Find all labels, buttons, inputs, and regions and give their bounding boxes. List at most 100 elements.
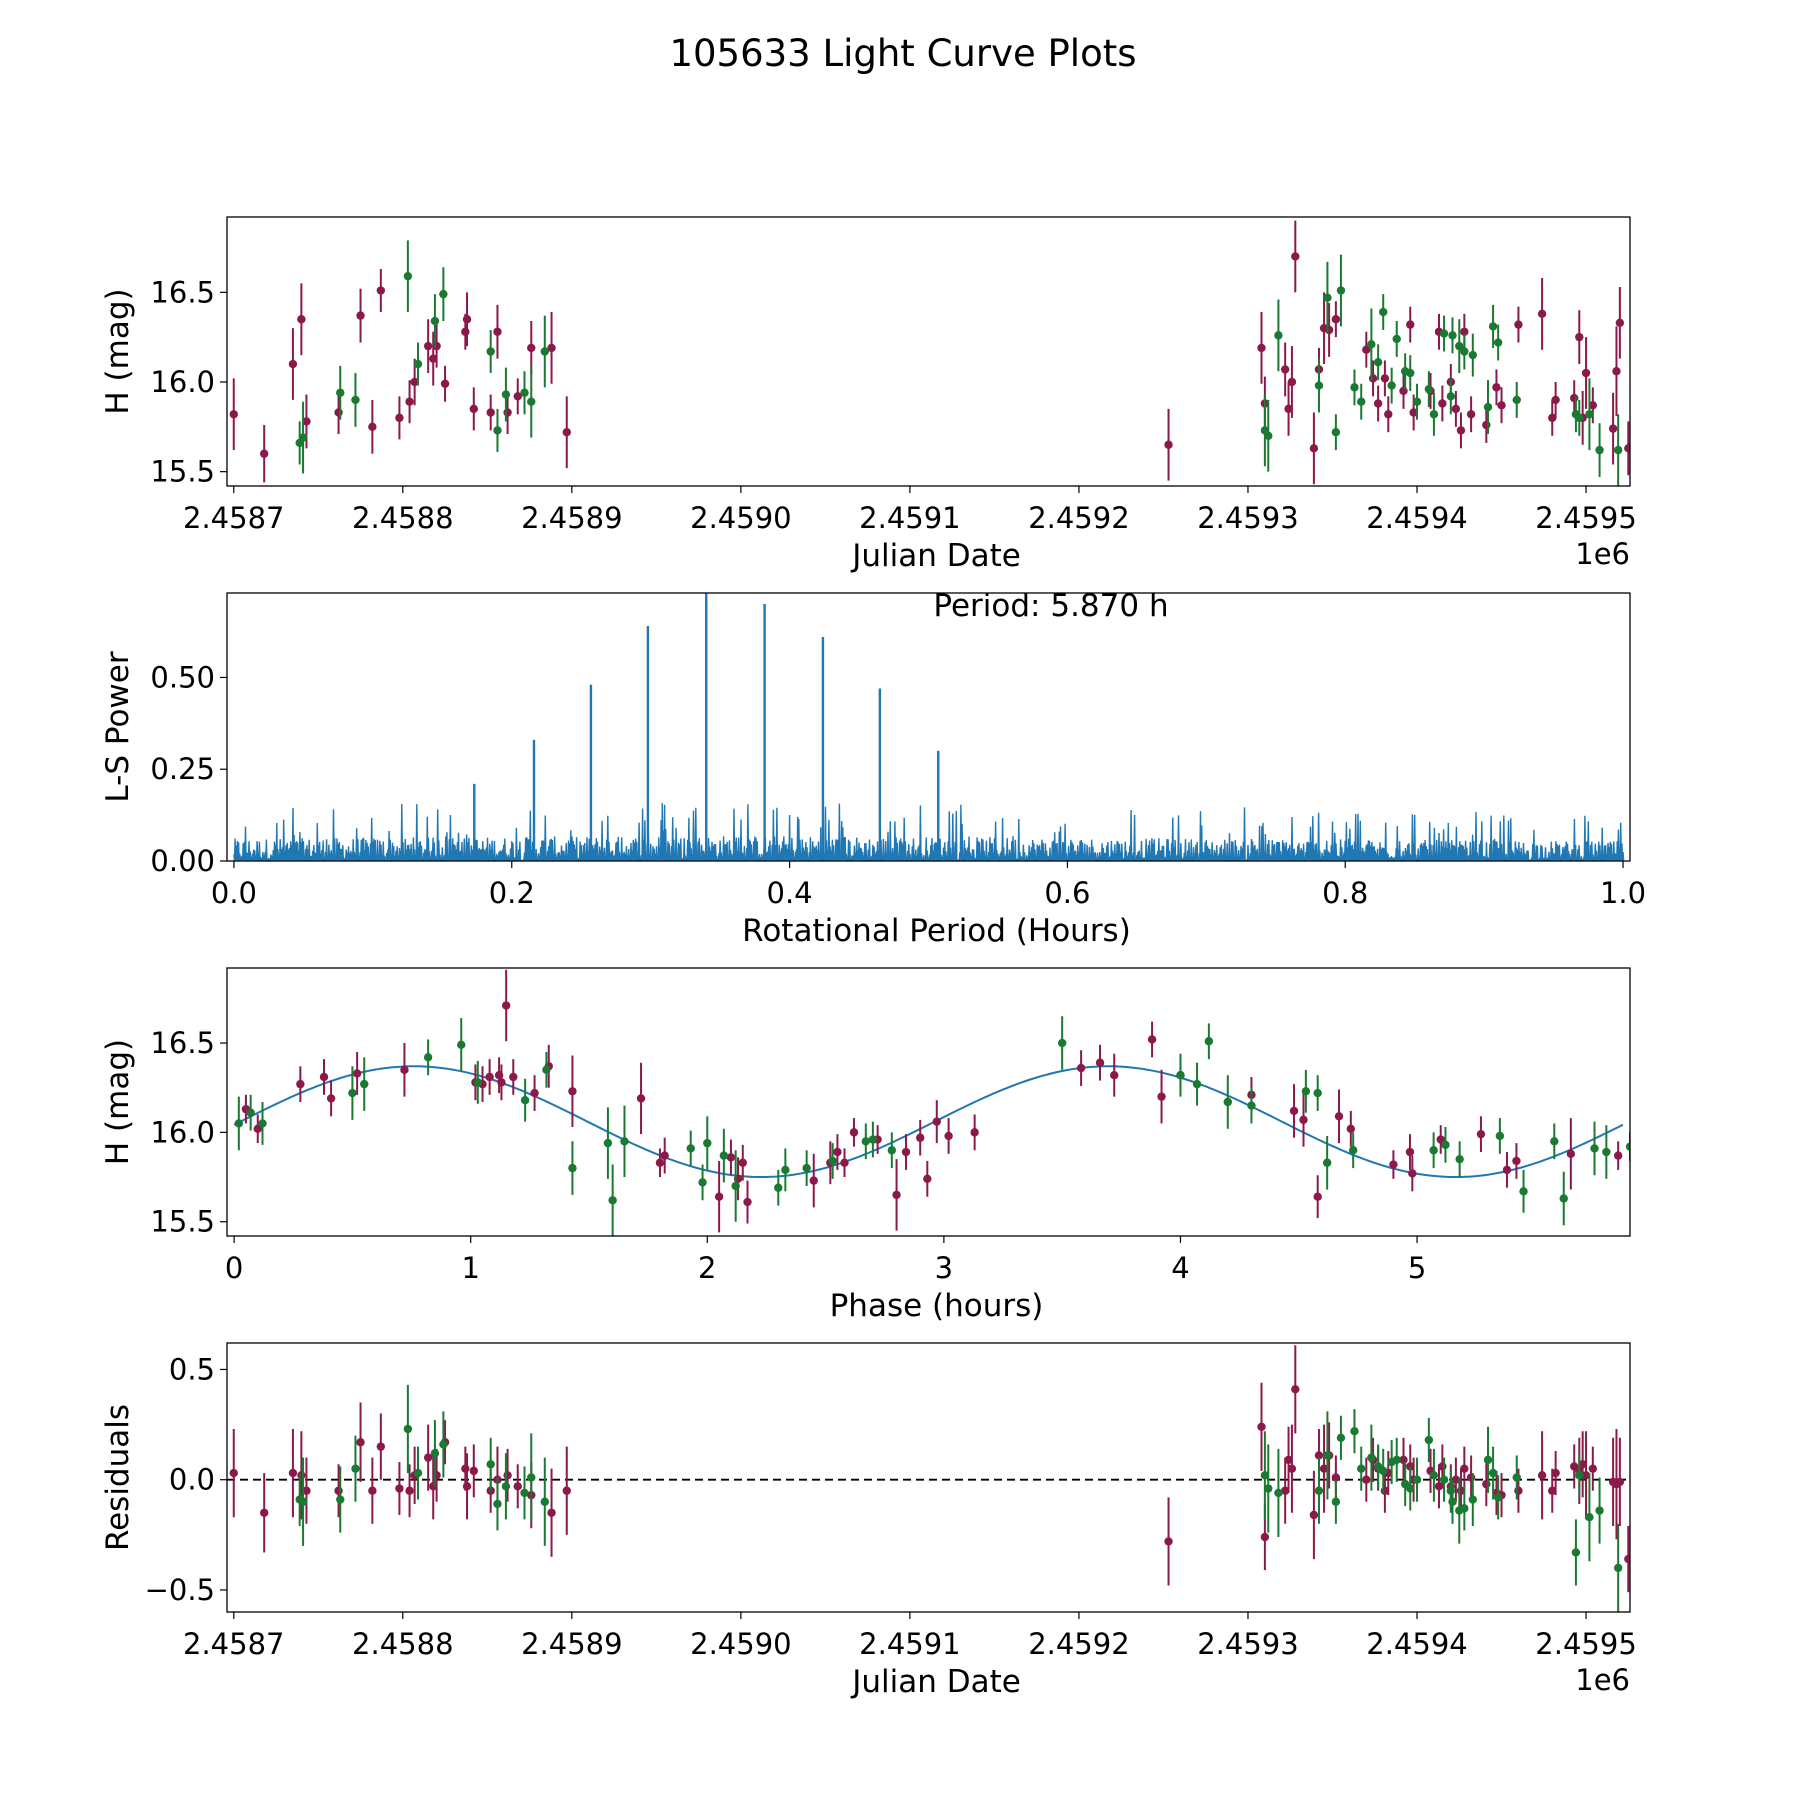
- lc-maroon-point: [1280, 365, 1290, 374]
- lc-green-point: [439, 289, 448, 299]
- lc-maroon-point: [423, 341, 433, 351]
- resid-green-point: [403, 1424, 413, 1434]
- lc-maroon-point: [486, 408, 495, 417]
- lc-y-tick-label: 15.5: [150, 455, 215, 489]
- resid-green-point: [1392, 1455, 1401, 1465]
- phase-y-axis-label: H (mag): [100, 1039, 136, 1165]
- lc-maroon-point: [1460, 327, 1469, 336]
- phase-x-tick-label: 0: [225, 1251, 243, 1285]
- lc-x-tick-label: 2.4590: [690, 501, 791, 535]
- resid-maroon-point: [1164, 1537, 1173, 1546]
- lc-maroon-point: [1588, 401, 1598, 410]
- phase-green-point: [1247, 1101, 1256, 1110]
- ls-x-tick-label: 1.0: [1600, 876, 1646, 910]
- resid-green-point: [1512, 1473, 1521, 1482]
- resid-maroon-point: [1260, 1532, 1270, 1542]
- lc-maroon-point: [1451, 404, 1461, 414]
- lc-maroon-point: [259, 449, 269, 458]
- phase-x-tick-label: 3: [935, 1251, 953, 1285]
- lc-green-point: [1439, 329, 1449, 338]
- lc-y-axis-label: H (mag): [100, 288, 136, 414]
- figure-title: 105633 Light Curve Plots: [669, 32, 1136, 75]
- phase-green-point: [1301, 1087, 1311, 1096]
- phase-green-point: [1602, 1147, 1611, 1157]
- resid-green-point: [1314, 1486, 1324, 1495]
- phase-maroon-point: [1408, 1169, 1417, 1178]
- phase-green-point: [1176, 1071, 1185, 1080]
- lc-maroon-point: [547, 343, 556, 353]
- lc-maroon-point: [1373, 399, 1383, 408]
- phase-maroon-point: [849, 1128, 859, 1137]
- ls-x-tick-label: 0.2: [489, 876, 535, 910]
- lc-maroon-point: [1324, 325, 1334, 335]
- phase-x-tick-label: 1: [461, 1251, 479, 1285]
- lc-maroon-point: [1608, 424, 1618, 433]
- phase-points: [234, 969, 1630, 1236]
- resid-green-point: [298, 1497, 308, 1506]
- lc-green-point: [1424, 384, 1434, 394]
- lc-y-tick-label: 16.0: [150, 365, 215, 399]
- resid-maroon-point: [1482, 1479, 1491, 1489]
- phase-green-point: [828, 1156, 837, 1166]
- resid-green-point: [1571, 1548, 1581, 1557]
- lc-maroon-point: [1497, 401, 1506, 410]
- periodogram-panel: 0.0 0.2 0.4 0.6 0.8 1.0 0.00 0.25 0.50 Rotational…: [100, 588, 1646, 949]
- phase-green-point: [608, 1196, 617, 1205]
- lc-green-point: [527, 397, 536, 406]
- ls-power-line: [233, 803, 1625, 861]
- resid-maroon-point: [288, 1468, 298, 1478]
- phase-green-point: [731, 1181, 740, 1191]
- resid-green-point: [1483, 1455, 1493, 1465]
- phase-green-point: [887, 1146, 897, 1155]
- phase-maroon-point: [916, 1133, 925, 1142]
- phase-maroon-point: [1313, 1192, 1322, 1201]
- phase-maroon-point: [892, 1190, 901, 1200]
- lc-green-point: [493, 426, 502, 435]
- lc-green-point: [1387, 381, 1396, 390]
- resid-x-tick-label: 2.4594: [1366, 1627, 1467, 1661]
- phase-maroon-point: [1334, 1112, 1344, 1121]
- lc-green-point: [336, 388, 345, 397]
- resid-y-tick-label: −0.5: [145, 1573, 215, 1607]
- phase-green-point: [520, 1096, 530, 1105]
- phase-maroon-point: [1299, 1115, 1308, 1125]
- lc-green-point: [1483, 402, 1493, 412]
- resid-green-point: [486, 1460, 495, 1469]
- lc-green-point: [1350, 383, 1359, 392]
- lc-maroon-point: [527, 343, 536, 353]
- resid-points: [229, 1345, 1630, 1612]
- resid-maroon-point: [395, 1484, 404, 1493]
- resid-green-point: [540, 1497, 549, 1506]
- resid-maroon-point: [1514, 1486, 1523, 1495]
- lc-green-point: [1367, 340, 1376, 349]
- phase-maroon-point: [1502, 1165, 1512, 1175]
- phase-maroon-point: [636, 1094, 646, 1103]
- lc-x-tick-label: 2.4588: [352, 501, 453, 535]
- phase-green-point: [1550, 1137, 1559, 1146]
- resid-maroon-point: [376, 1442, 386, 1451]
- lc-maroon-point: [1575, 332, 1584, 342]
- resid-green-point: [1429, 1471, 1439, 1480]
- resid-maroon-point: [562, 1486, 571, 1495]
- phase-maroon-point: [970, 1128, 979, 1137]
- lc-maroon-point: [1466, 410, 1476, 419]
- phase-y-tick-label: 16.0: [150, 1115, 215, 1149]
- lc-green-point: [403, 271, 413, 281]
- phase-y-tick-label: 16.5: [150, 1026, 215, 1060]
- resid-x-tick-label: 2.4592: [1028, 1627, 1129, 1661]
- lc-maroon-point: [1284, 404, 1293, 414]
- resid-green-point: [1613, 1563, 1623, 1573]
- resid-green-point: [413, 1468, 423, 1478]
- resid-green-point: [1446, 1486, 1456, 1495]
- lc-maroon-point: [493, 327, 502, 336]
- resid-x-tick-label: 2.4590: [690, 1627, 791, 1661]
- resid-maroon-point: [1399, 1455, 1408, 1465]
- resid-green-point: [439, 1440, 448, 1449]
- lc-axes-frame: [226, 216, 1631, 487]
- ls-x-axis-label: Rotational Period (Hours): [742, 913, 1131, 949]
- resid-maroon-point: [302, 1486, 311, 1495]
- phase-maroon-point: [501, 1001, 511, 1010]
- resid-maroon-point: [1451, 1475, 1461, 1484]
- phase-green-point: [1441, 1140, 1450, 1150]
- resid-green-point: [520, 1488, 529, 1498]
